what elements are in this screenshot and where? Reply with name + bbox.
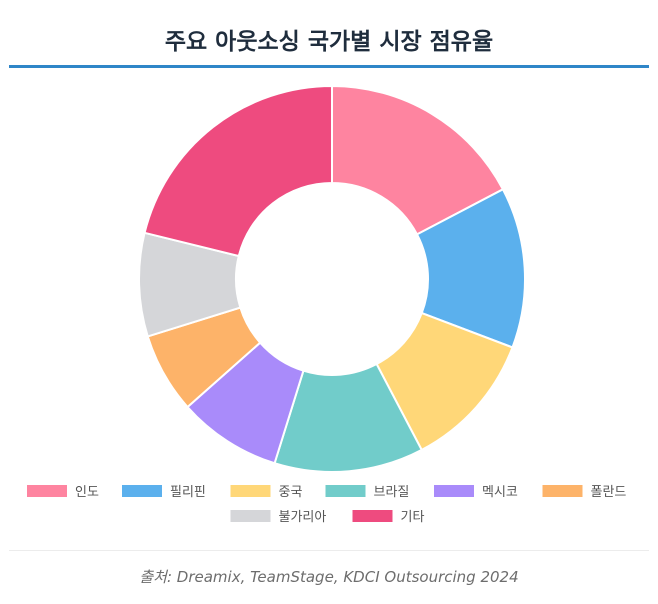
- legend-swatch: [230, 510, 271, 522]
- legend-label: 중국: [279, 485, 303, 500]
- legend-item-6[interactable]: 폴란드: [542, 485, 627, 500]
- legend-swatch: [325, 485, 366, 497]
- legend-item-8[interactable]: 기타: [352, 510, 425, 525]
- legend-item-5[interactable]: 멕시코: [434, 485, 518, 500]
- legend-label: 인도: [75, 485, 99, 500]
- footer-divider: [9, 550, 649, 551]
- title-divider: [9, 65, 649, 68]
- legend-item-3[interactable]: 중국: [230, 485, 303, 500]
- slice-1[interactable]: [331, 84, 505, 236]
- legend-swatch: [122, 485, 162, 497]
- legend-label: 멕시코: [482, 485, 518, 500]
- legend-item-2[interactable]: 필리핀: [122, 485, 206, 500]
- legend-label: 필리핀: [170, 485, 206, 500]
- legend-label: 폴란드: [591, 485, 627, 500]
- legend-label: 기타: [401, 510, 425, 525]
- legend-swatch: [230, 485, 271, 497]
- legend-label: 불가리아: [279, 510, 327, 525]
- source-note: 출처: Dreamix, TeamStage, KDCI Outsourcing…: [139, 568, 519, 586]
- legend-item-4[interactable]: 브라질: [325, 485, 410, 500]
- legend-item-7[interactable]: 불가리아: [230, 510, 327, 525]
- legend-label: 브라질: [374, 485, 410, 500]
- legend-swatch: [352, 510, 393, 522]
- slice-2[interactable]: [415, 187, 526, 349]
- legend-item-1[interactable]: 인도: [27, 485, 99, 500]
- legend-swatch: [434, 485, 474, 497]
- legend-swatch: [542, 485, 583, 497]
- slice-8[interactable]: [143, 84, 333, 258]
- legend-swatch: [27, 485, 67, 497]
- chart-title: 주요 아웃소싱 국가별 시장 점유율: [164, 29, 494, 55]
